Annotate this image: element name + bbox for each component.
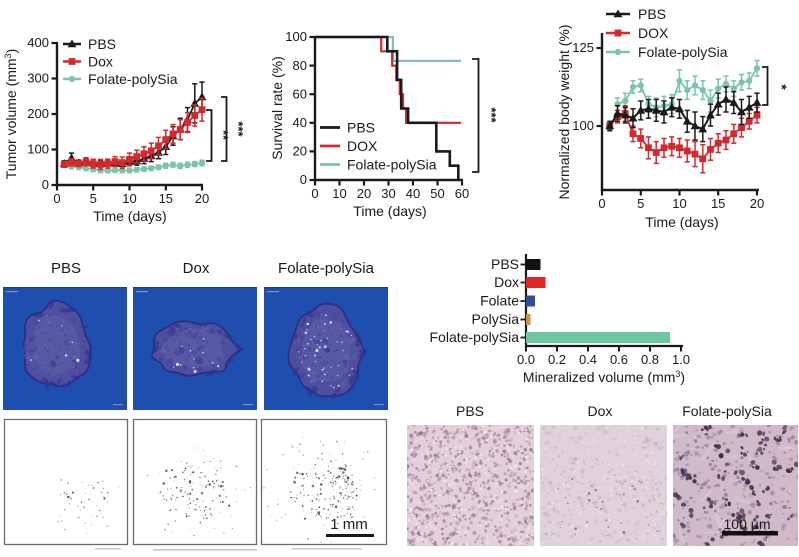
svg-text:**: **: [216, 130, 231, 141]
svg-text:0: 0: [300, 172, 307, 187]
svg-text:PolySia: PolySia: [472, 311, 520, 327]
svg-text:5: 5: [637, 196, 644, 211]
svg-text:Folate-polySia: Folate-polySia: [682, 403, 772, 419]
svg-text:Dox: Dox: [88, 53, 113, 69]
svg-text:DOX: DOX: [347, 138, 378, 154]
svg-text:0.0: 0.0: [517, 352, 535, 367]
svg-text:1 mm: 1 mm: [330, 516, 368, 533]
svg-text:Normalized body weight (%): Normalized body weight (%): [556, 24, 572, 199]
svg-text:PBS: PBS: [456, 403, 484, 419]
svg-text:10: 10: [672, 196, 686, 211]
svg-text:*: *: [774, 84, 790, 90]
svg-text:Folate-polySia: Folate-polySia: [88, 71, 178, 87]
svg-text:0: 0: [53, 191, 60, 206]
svg-text:125: 125: [572, 40, 594, 55]
svg-text:10: 10: [332, 186, 346, 201]
svg-text:0.8: 0.8: [641, 352, 659, 367]
svg-text:0: 0: [42, 177, 49, 192]
svg-text:10: 10: [122, 191, 136, 206]
svg-text:Dox: Dox: [588, 403, 613, 419]
svg-text:Folate-polySia: Folate-polySia: [347, 156, 437, 172]
svg-text:PBS: PBS: [88, 36, 116, 52]
svg-text:PBS: PBS: [491, 256, 519, 272]
svg-text:Time (days): Time (days): [93, 208, 166, 224]
svg-text:0: 0: [311, 186, 318, 201]
svg-text:0.4: 0.4: [579, 352, 597, 367]
svg-text:5: 5: [90, 191, 97, 206]
svg-text:40: 40: [406, 186, 420, 201]
svg-text:Time (days): Time (days): [353, 203, 426, 219]
svg-text:100: 100: [285, 29, 307, 44]
svg-text:Folate-polySia: Folate-polySia: [430, 329, 520, 345]
svg-text:15: 15: [159, 191, 173, 206]
svg-text:PBS: PBS: [347, 119, 375, 135]
svg-text:Folate: Folate: [480, 293, 519, 309]
svg-text:***: ***: [231, 121, 246, 137]
svg-text:40: 40: [293, 115, 307, 130]
svg-text:100 µm: 100 µm: [724, 516, 771, 532]
svg-text:Survival rate (%): Survival rate (%): [270, 56, 285, 159]
svg-text:0.6: 0.6: [610, 352, 628, 367]
svg-text:60: 60: [293, 86, 307, 101]
svg-text:PBS: PBS: [638, 6, 666, 22]
svg-text:20: 20: [357, 186, 371, 201]
svg-text:30: 30: [381, 186, 395, 201]
svg-text:Dox: Dox: [494, 274, 519, 290]
svg-text:20: 20: [293, 144, 307, 159]
svg-text:Folate-polySia: Folate-polySia: [278, 260, 375, 277]
svg-text:50: 50: [430, 186, 444, 201]
svg-text:15: 15: [711, 196, 725, 211]
svg-text:***: ***: [484, 107, 499, 123]
svg-text:100: 100: [27, 142, 49, 157]
svg-text:Time (days): Time (days): [645, 214, 718, 230]
svg-text:20: 20: [750, 196, 764, 211]
svg-text:Dox: Dox: [183, 260, 210, 277]
svg-text:300: 300: [27, 71, 49, 86]
svg-text:60: 60: [455, 186, 469, 201]
svg-text:DOX: DOX: [638, 25, 669, 41]
svg-text:200: 200: [27, 106, 49, 121]
svg-text:100: 100: [572, 118, 594, 133]
svg-text:Tumor volume (mm3): Tumor volume (mm3): [3, 49, 19, 180]
svg-text:Mineralized volume (mm3): Mineralized volume (mm3): [523, 369, 685, 385]
svg-text:Folate-polySia: Folate-polySia: [638, 44, 728, 60]
svg-text:1.0: 1.0: [672, 352, 690, 367]
svg-text:PBS: PBS: [51, 260, 81, 277]
svg-text:20: 20: [195, 191, 209, 206]
svg-text:400: 400: [27, 35, 49, 50]
svg-text:0: 0: [598, 196, 605, 211]
svg-text:80: 80: [293, 58, 307, 73]
svg-text:0.2: 0.2: [548, 352, 566, 367]
